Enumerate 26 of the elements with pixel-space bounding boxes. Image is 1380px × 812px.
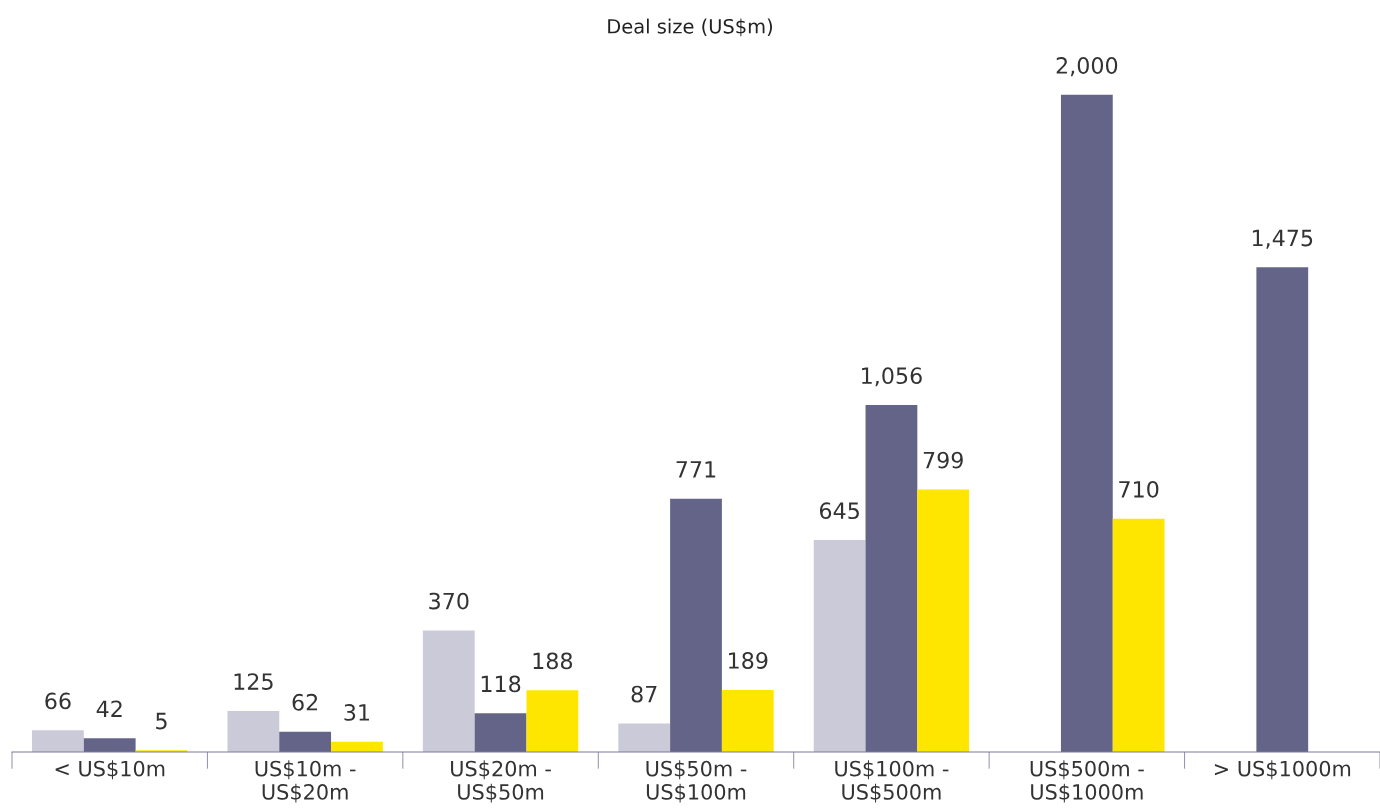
- data-label: 189: [729, 652, 768, 669]
- data-label: 42: [96, 700, 122, 717]
- data-label: 1,475: [1252, 229, 1313, 249]
- data-label: 5: [156, 712, 167, 730]
- x-tick-label: > US$1000m: [1214, 760, 1351, 780]
- x-tick-label: US$50m - US$100m: [646, 760, 747, 803]
- x-tick-label: US$20m - US$50m: [451, 760, 551, 803]
- data-label: 710: [1119, 480, 1159, 498]
- data-label: 799: [923, 451, 963, 469]
- data-label: 118: [481, 675, 521, 693]
- data-label: 66: [45, 692, 71, 710]
- data-label: 62: [292, 693, 318, 711]
- x-tick-label: US$10m - US$20m: [255, 760, 356, 803]
- chart-title: Deal size (US$m): [608, 18, 773, 37]
- data-label: 771: [676, 461, 716, 478]
- data-label: 370: [429, 592, 469, 610]
- data-label: 1,056: [862, 367, 922, 387]
- x-tick-label: < US$10m: [55, 760, 165, 780]
- data-label: 87: [631, 685, 657, 703]
- data-label: 31: [344, 704, 370, 721]
- data-label: 188: [533, 652, 573, 670]
- x-tick-label: US$100m - US$500m: [835, 760, 949, 803]
- data-label: 645: [819, 502, 859, 520]
- data-label: 2,000: [1056, 57, 1118, 77]
- x-tick-label: US$500m - US$1000m: [1030, 760, 1144, 803]
- data-label: 125: [234, 673, 273, 690]
